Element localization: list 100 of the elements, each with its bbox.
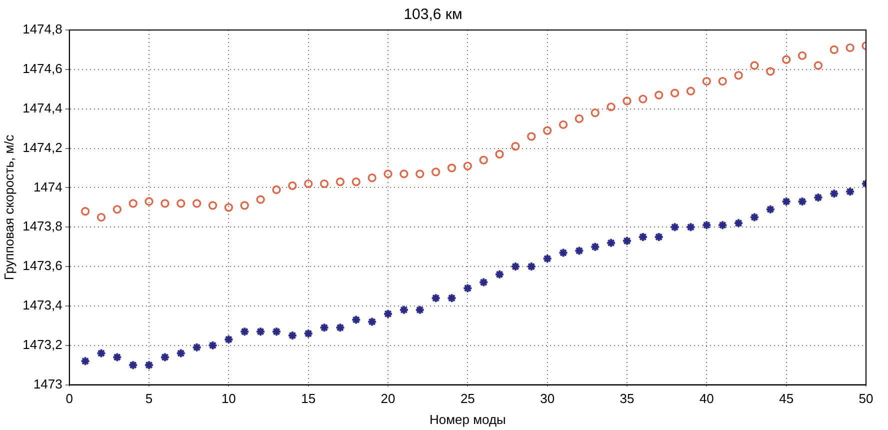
point [128,360,138,370]
point [160,199,170,208]
point [574,246,584,256]
point [478,277,489,288]
point [749,212,760,222]
point [368,174,376,182]
point [494,269,505,280]
y-tick-label: 1474,4 [22,100,62,116]
y-axis-title: Групповая скорость, м/с [1,134,16,280]
point [781,196,792,206]
point [638,232,648,242]
point [414,304,425,315]
point [463,162,472,170]
point [527,132,536,141]
point [160,352,170,362]
point [287,330,298,341]
point [176,348,186,358]
point [606,238,616,248]
point [208,201,218,210]
point [351,314,362,325]
y-tick-label: 1473 [33,376,62,392]
point [797,196,808,206]
point [398,304,409,315]
x-tick-label: 10 [221,391,236,406]
point [319,322,330,333]
point [654,232,664,242]
point [542,254,552,264]
y-tick-label: 1473,4 [22,298,62,313]
point [526,262,536,272]
point [734,218,744,228]
point [622,96,632,106]
point [352,177,360,186]
y-tick-label: 1473,8 [22,218,62,234]
x-tick-label: 0 [66,391,73,406]
point [845,186,856,197]
chart-title: 103,6 км [404,6,462,24]
point [686,222,696,232]
point [446,293,457,304]
point [766,67,775,76]
point [112,205,122,214]
x-tick-label: 45 [779,391,794,406]
point [654,90,664,100]
point [702,220,712,230]
point [798,51,807,60]
point [240,201,249,210]
point [383,308,394,319]
point [829,188,840,199]
point [447,164,456,172]
point [320,179,329,188]
x-tick-label: 20 [380,391,396,406]
point [622,236,632,246]
point [192,342,202,352]
point [782,55,791,64]
point [416,170,424,178]
y-tick-label: 1473,2 [22,336,62,352]
point [400,170,408,178]
point [765,204,776,214]
point [670,222,680,232]
point [814,61,822,70]
x-tick-label: 25 [460,391,475,406]
point [670,88,680,98]
point [718,76,727,86]
point [590,108,600,118]
point [384,170,392,178]
point [574,114,584,123]
point [128,199,138,208]
x-tick-label: 15 [301,391,316,406]
point [510,262,520,272]
point [288,181,297,190]
point [112,352,122,362]
point [558,120,568,129]
point [830,45,838,54]
point [224,334,234,344]
point [846,43,854,52]
point [96,348,106,358]
point [80,207,90,216]
point [686,86,696,96]
point [144,360,154,370]
point [303,328,314,339]
point [702,76,711,86]
point [430,293,441,304]
point [272,185,281,194]
point [335,322,346,333]
x-tick-label: 35 [620,391,634,406]
x-tick-label: 40 [699,391,714,406]
point [718,220,728,230]
point [192,199,202,208]
point [813,192,824,203]
point [638,94,648,104]
point [590,242,600,252]
point [256,195,265,204]
x-tick-label: 30 [540,391,555,406]
point [367,316,378,327]
point [224,203,233,212]
point [336,177,345,186]
point [208,340,218,350]
point [96,212,106,222]
point [176,199,186,208]
point [144,197,154,206]
y-tick-label: 1474 [33,179,62,194]
